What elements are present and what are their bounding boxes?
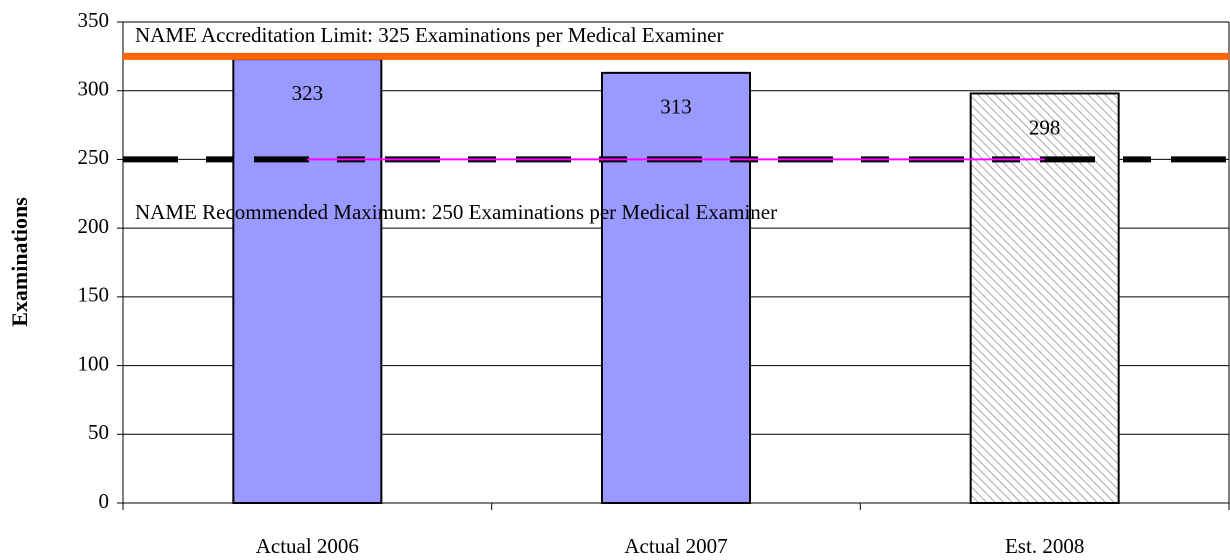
y-tick-label: 200	[78, 214, 110, 238]
y-tick-label: 350	[78, 8, 110, 32]
y-axis-title: Examinations	[7, 197, 32, 327]
y-tick-label: 50	[88, 420, 109, 444]
y-tick-label: 250	[78, 145, 110, 169]
y-tick-label: 300	[78, 77, 110, 101]
bar	[232, 58, 383, 504]
data-label: 323	[292, 81, 324, 105]
y-tick-label: 0	[99, 489, 110, 513]
x-tick-label: Est. 2008	[1005, 534, 1084, 558]
x-tick-label: Actual 2007	[624, 534, 727, 558]
data-label: 313	[660, 95, 692, 119]
y-tick-label: 100	[78, 351, 110, 375]
x-tick-label: Actual 2006	[256, 534, 359, 558]
y-tick-label: 150	[78, 283, 110, 307]
reference-label: NAME Recommended Maximum: 250 Examinatio…	[135, 200, 777, 224]
reference-label: NAME Accreditation Limit: 325 Examinatio…	[135, 23, 723, 47]
data-label: 298	[1029, 115, 1061, 139]
bar	[601, 71, 751, 504]
bar	[969, 92, 1120, 504]
